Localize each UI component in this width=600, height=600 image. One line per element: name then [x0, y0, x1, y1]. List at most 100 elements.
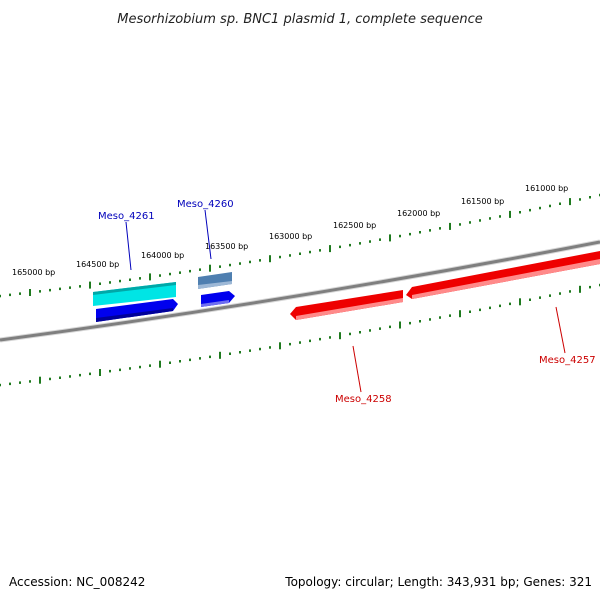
ruler-minor-tick [429, 318, 431, 321]
ruler-minor-tick [409, 321, 411, 325]
ruler-minor-tick [129, 367, 131, 370]
ruler-minor-tick [579, 198, 581, 201]
gene-meso-4261-cyan[interactable] [93, 282, 176, 306]
ruler-minor-tick [79, 285, 81, 288]
ruler-minor-tick [179, 360, 181, 363]
ruler-major-tick [279, 342, 281, 350]
ruler-minor-tick [349, 243, 351, 247]
ruler-minor-tick [89, 372, 91, 376]
ruler-minor-tick [469, 310, 471, 313]
ruler-minor-tick [69, 375, 71, 378]
ruler-label-164000: 164000 bp [141, 251, 184, 260]
ruler-minor-tick [9, 382, 11, 386]
sequence-backbone [0, 239, 600, 343]
ruler-minor-tick [239, 351, 241, 354]
ruler-minor-tick [519, 211, 521, 214]
ruler-minor-tick [79, 373, 81, 377]
ruler-minor-tick [169, 272, 171, 276]
ruler-minor-tick [19, 381, 21, 384]
ruler-minor-tick [279, 255, 281, 259]
ruler-minor-tick [539, 206, 541, 210]
ruler-major-tick [99, 369, 101, 376]
ruler-minor-tick [439, 316, 441, 319]
gene-label-meso-4257[interactable]: Meso_4257 [539, 355, 596, 366]
scale-ruler-outer [0, 193, 600, 298]
ruler-minor-tick [59, 376, 61, 379]
ruler-minor-tick [449, 314, 451, 317]
ruler-labels: 165000 bp 164500 bp 164000 bp 163500 bp … [12, 184, 568, 277]
ruler-minor-tick [259, 347, 261, 351]
ruler-minor-tick [39, 290, 41, 293]
gene-label-meso-4260[interactable]: Meso_4260 [177, 199, 234, 210]
gene-meso-4257[interactable] [406, 251, 600, 299]
ruler-minor-tick [239, 262, 241, 265]
ruler-minor-tick [189, 269, 191, 273]
ruler-major-tick [509, 210, 511, 218]
ruler-minor-tick [209, 355, 211, 359]
ruler-minor-tick [439, 227, 441, 230]
ruler-minor-tick [359, 331, 361, 334]
ruler-minor-tick [369, 329, 371, 332]
gene-meso-4258[interactable] [290, 290, 403, 320]
ruler-label-163500: 163500 bp [205, 242, 248, 251]
ruler-minor-tick [429, 229, 431, 232]
ruler-minor-tick [559, 202, 561, 205]
ruler-major-tick [39, 376, 41, 384]
ruler-minor-tick [199, 268, 201, 271]
ruler-minor-tick [499, 215, 501, 218]
ruler-minor-tick [229, 263, 231, 267]
ruler-major-tick [219, 351, 221, 359]
ruler-minor-tick [139, 365, 141, 369]
gene-meso-4260[interactable] [201, 291, 235, 307]
ruler-minor-tick [589, 196, 591, 199]
ruler-minor-tick [49, 377, 51, 381]
ruler-minor-tick [539, 296, 541, 299]
gene-meso-4260-steelblue[interactable] [198, 272, 232, 289]
ruler-minor-tick [499, 304, 501, 308]
ruler-major-tick [209, 264, 211, 272]
ruler-minor-tick [369, 240, 371, 243]
ruler-minor-tick [419, 231, 421, 234]
gene-label-meso-4261[interactable]: Meso_4261 [98, 211, 155, 222]
ruler-minor-tick [589, 285, 591, 289]
ruler-minor-tick [489, 217, 491, 220]
ruler-minor-tick [109, 281, 111, 284]
ruler-minor-tick [559, 292, 561, 295]
ruler-major-tick [449, 222, 451, 230]
ruler-minor-tick [379, 238, 381, 241]
ruler-minor-tick [479, 308, 481, 312]
ruler-minor-tick [489, 306, 491, 310]
ruler-minor-tick [309, 250, 311, 254]
ruler-label-165000: 165000 bp [12, 268, 55, 277]
ruler-label-162500: 162500 bp [333, 221, 376, 230]
ruler-minor-tick [139, 277, 141, 280]
ruler-minor-tick [319, 249, 321, 252]
ruler-minor-tick [159, 274, 161, 277]
leader-meso-4258 [352, 345, 362, 393]
ruler-minor-tick [69, 286, 71, 289]
ruler-major-tick [339, 332, 341, 340]
ruler-major-tick [459, 310, 461, 318]
ruler-minor-tick [179, 271, 181, 274]
ruler-minor-tick [399, 234, 401, 238]
ruler-major-tick [89, 281, 91, 289]
ruler-minor-tick [109, 369, 111, 373]
ruler-minor-tick [389, 325, 391, 329]
gene-label-meso-4258[interactable]: Meso_4258 [335, 394, 392, 405]
ruler-minor-tick [289, 254, 291, 257]
ruler-major-tick [159, 360, 161, 368]
ruler-label-161500: 161500 bp [461, 197, 504, 206]
ruler-minor-tick [289, 342, 291, 346]
ruler-major-tick [569, 198, 571, 206]
ruler-minor-tick [0, 294, 1, 298]
ruler-minor-tick [219, 265, 221, 268]
gene-meso-4261[interactable] [96, 299, 178, 322]
ruler-label-161000: 161000 bp [525, 184, 568, 193]
ruler-major-tick [519, 298, 521, 306]
topology-summary: Topology: circular; Length: 343,931 bp; … [285, 575, 592, 589]
ruler-minor-tick [189, 358, 191, 362]
ruler-minor-tick [549, 204, 551, 208]
ruler-minor-tick [569, 290, 571, 293]
leader-meso-4261 [125, 221, 132, 271]
